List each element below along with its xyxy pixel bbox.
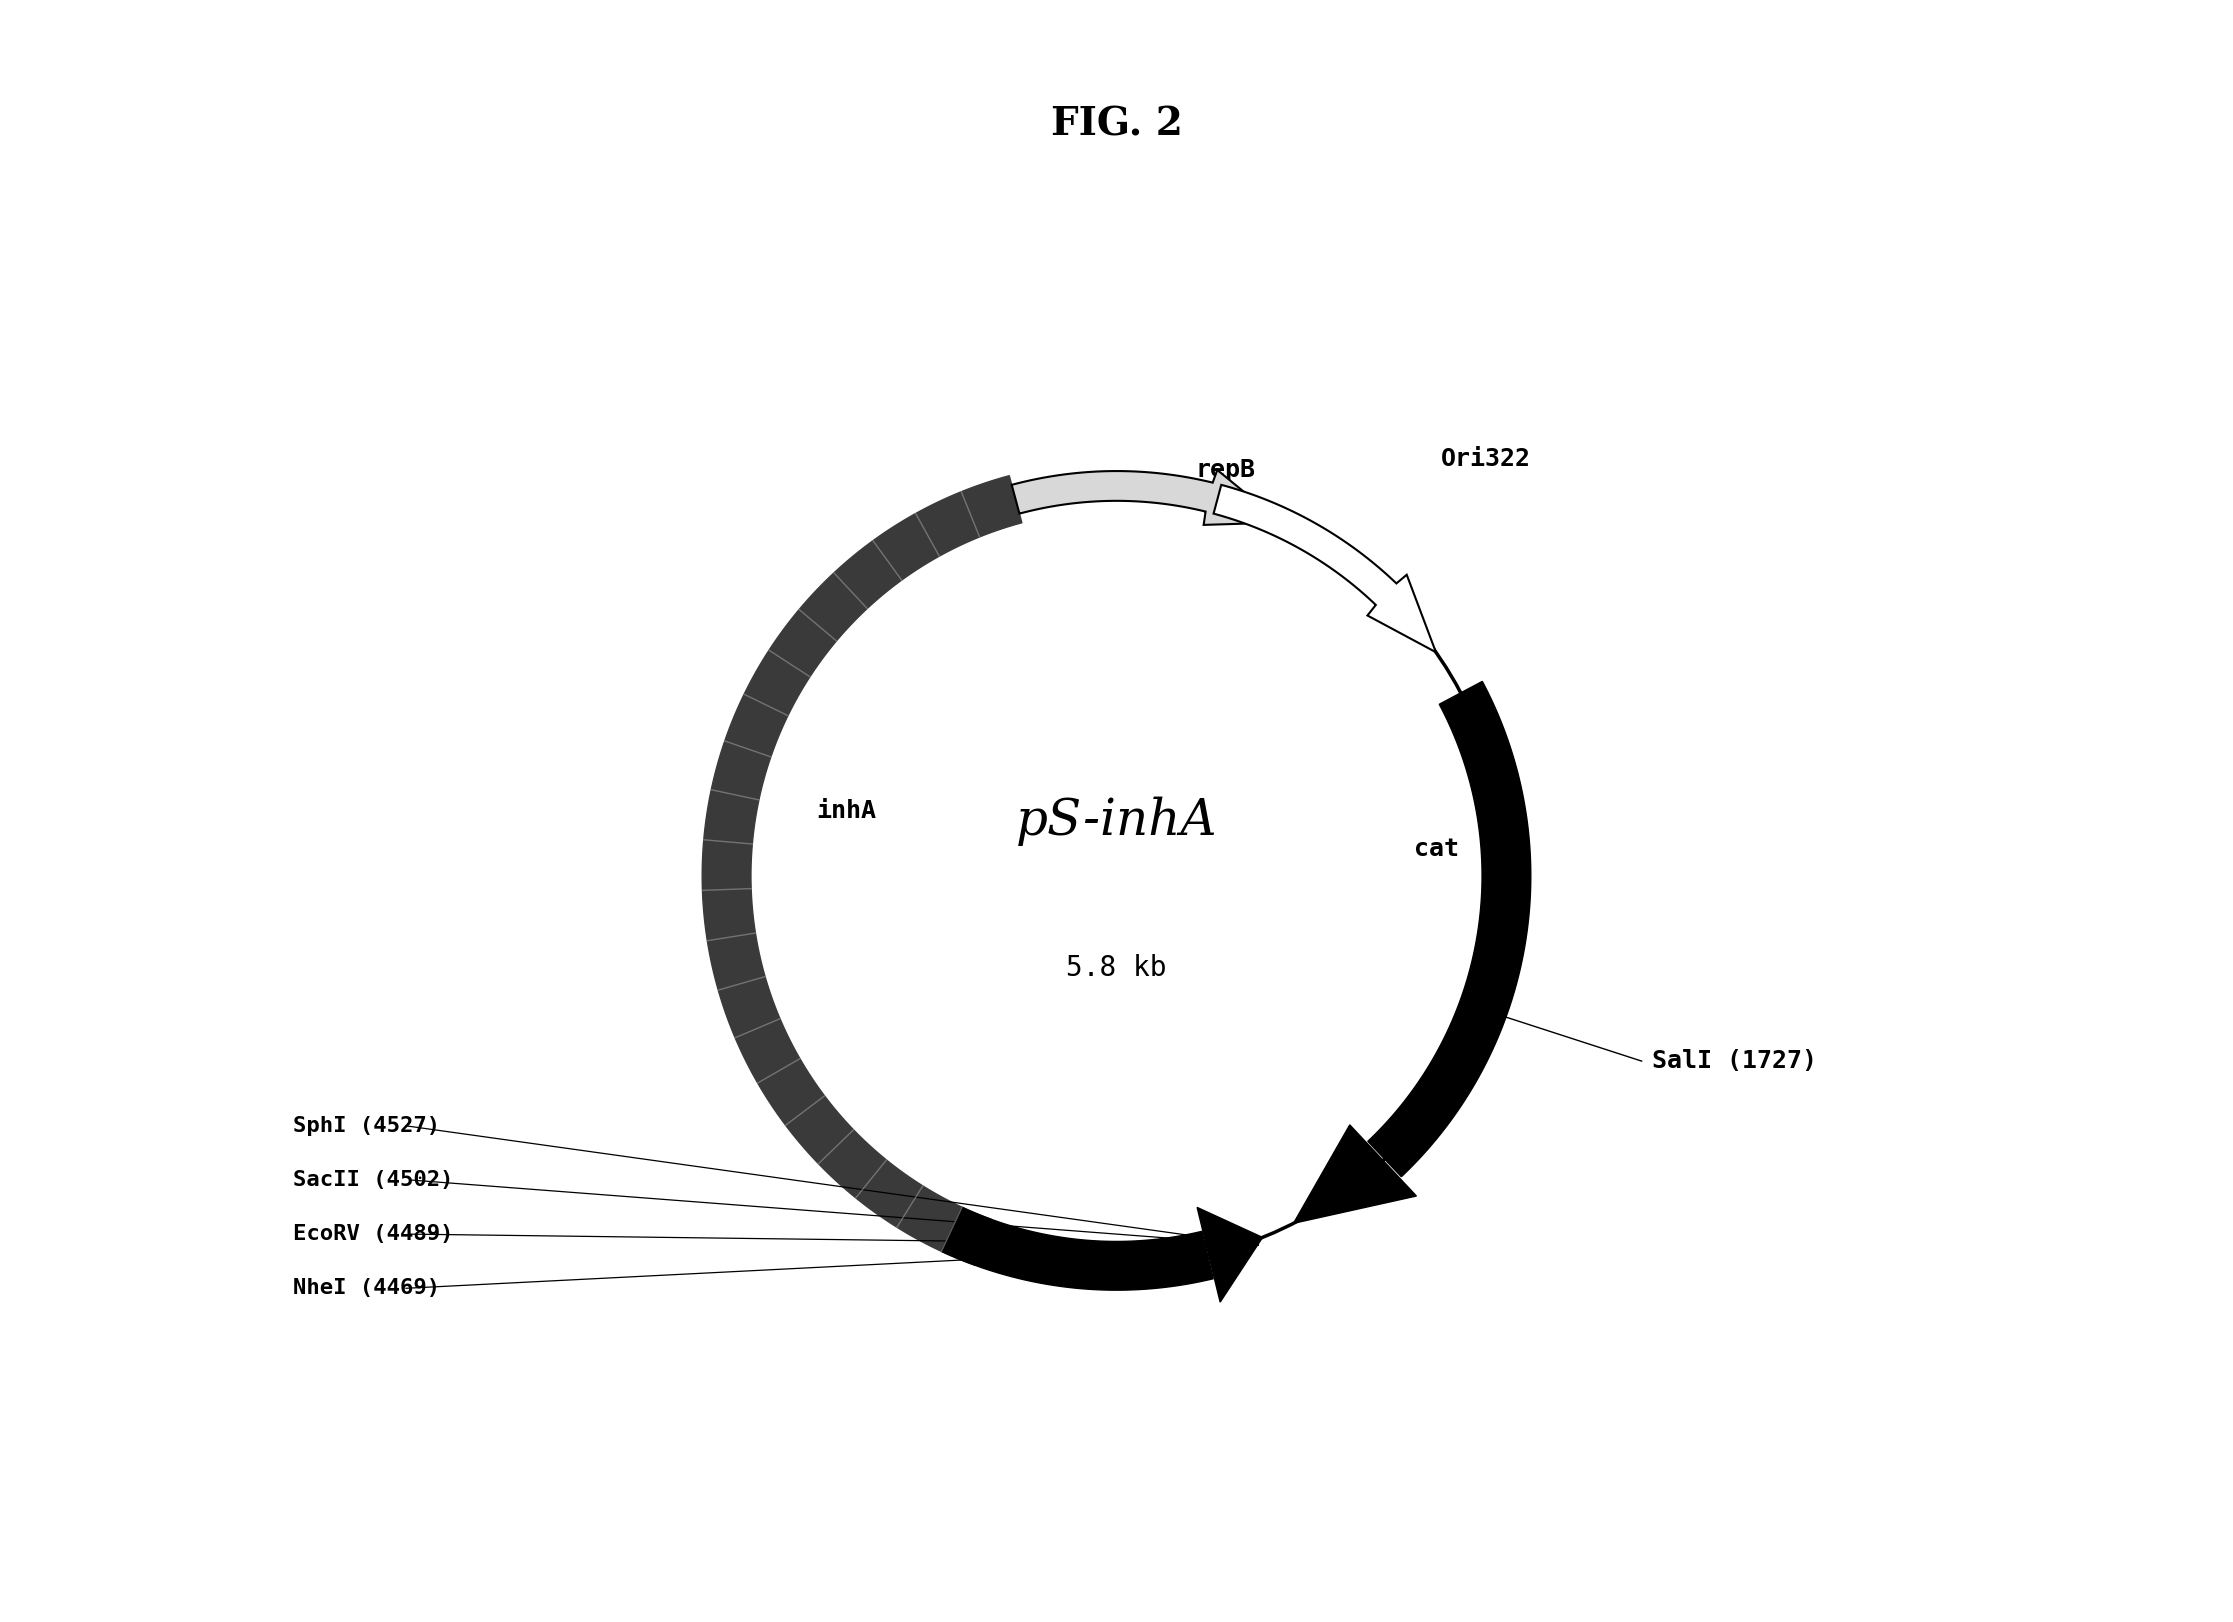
Text: cat: cat (1413, 837, 1458, 861)
Text: EcoRV (4489): EcoRV (4489) (293, 1225, 453, 1244)
Polygon shape (1293, 1126, 1416, 1223)
Polygon shape (1369, 681, 1532, 1176)
Text: SacII (4502): SacII (4502) (293, 1169, 453, 1191)
Polygon shape (701, 475, 1023, 1265)
Text: repB: repB (1195, 457, 1255, 482)
Text: SphI (4527): SphI (4527) (293, 1116, 440, 1135)
Text: pS-inhA: pS-inhA (1016, 796, 1217, 847)
Polygon shape (942, 1207, 1213, 1289)
Text: FIG. 2: FIG. 2 (1050, 105, 1183, 143)
Text: 5.8 kb: 5.8 kb (1065, 954, 1168, 981)
Text: inhA: inhA (815, 800, 875, 822)
Text: NheI (4469): NheI (4469) (293, 1278, 440, 1298)
Text: SalI (1727): SalI (1727) (1652, 1049, 1818, 1074)
Polygon shape (1012, 470, 1282, 526)
Polygon shape (1213, 485, 1436, 652)
Polygon shape (1197, 1207, 1262, 1302)
Text: Ori322: Ori322 (1440, 448, 1532, 470)
